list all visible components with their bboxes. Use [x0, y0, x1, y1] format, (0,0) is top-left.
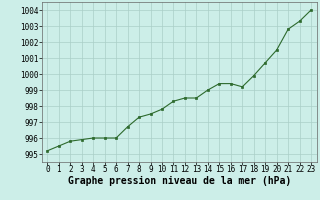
- X-axis label: Graphe pression niveau de la mer (hPa): Graphe pression niveau de la mer (hPa): [68, 176, 291, 186]
